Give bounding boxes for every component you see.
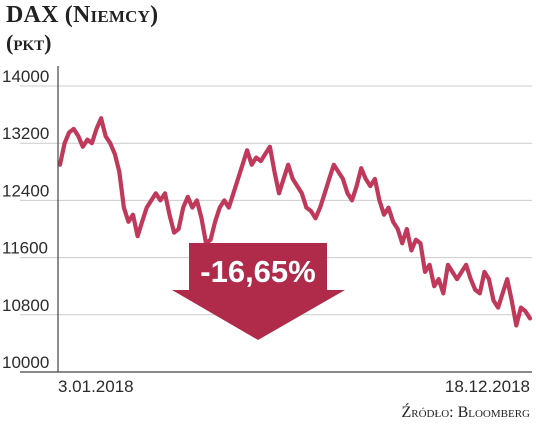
change-callout-label: -16,65% [200,254,315,289]
y-tick-label-10000: 10000 [2,353,49,372]
y-tick-label-13200: 13200 [2,124,49,143]
y-tick-label-12400: 12400 [2,181,49,200]
source-note: Źródło: Bloomberg [401,404,530,421]
axes [20,66,532,373]
gridlines [20,85,532,316]
x-tick-label-end: 18.12.2018 [445,377,530,396]
x-axis-ticks: 3.01.2018 18.12.2018 [58,377,530,396]
x-tick-label-start: 3.01.2018 [58,377,134,396]
series-layer [57,116,533,328]
y-axis-ticks: 14000 13200 12400 11600 10800 10000 [2,67,49,372]
y-tick-label-14000: 14000 [2,67,49,86]
y-tick-label-11600: 11600 [2,239,48,258]
chart-unit: (pkt) [6,30,52,55]
y-tick-label-10800: 10800 [2,296,49,315]
down-arrow-icon [172,243,345,340]
change-callout: -16,65% [172,243,345,340]
chart-title: DAX (Niemcy) [6,2,159,28]
dax-series-line [57,116,533,328]
